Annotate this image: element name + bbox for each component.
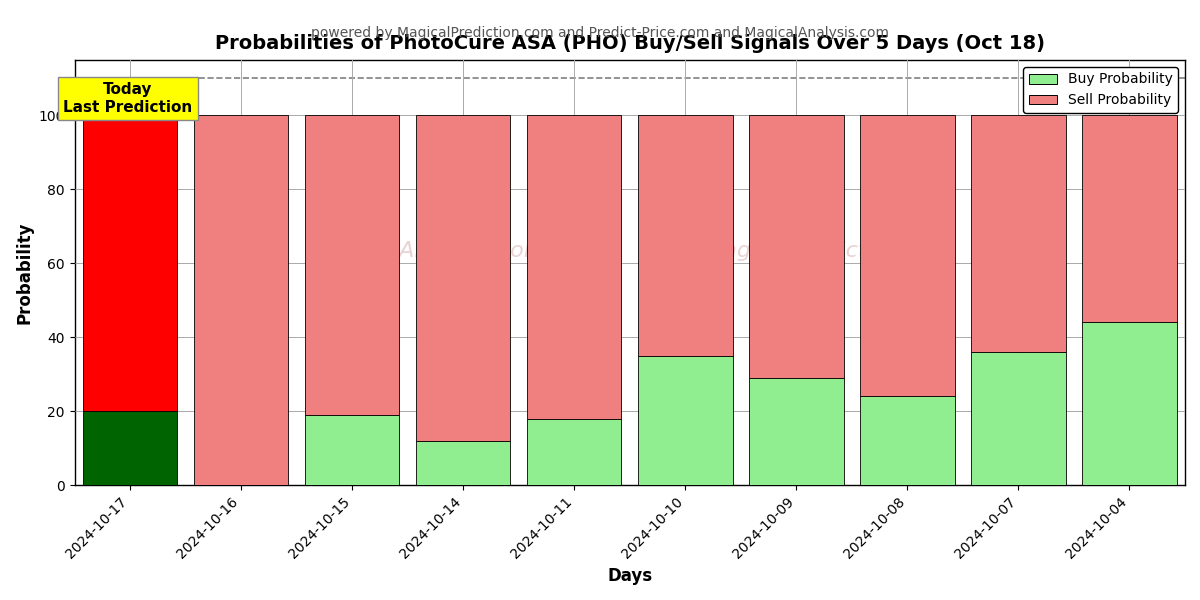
- Bar: [749, 115, 844, 378]
- Bar: [416, 441, 510, 485]
- Bar: [83, 115, 178, 411]
- Legend: Buy Probability, Sell Probability: Buy Probability, Sell Probability: [1024, 67, 1178, 113]
- Bar: [971, 352, 1066, 485]
- Bar: [305, 415, 400, 485]
- Bar: [416, 115, 510, 441]
- Bar: [638, 356, 732, 485]
- Text: MagicalPrediction.com: MagicalPrediction.com: [704, 241, 955, 262]
- Bar: [194, 115, 288, 485]
- Text: Today
Last Prediction: Today Last Prediction: [64, 82, 192, 115]
- Bar: [638, 115, 732, 356]
- Text: powered by MagicalPrediction.com and Predict-Price.com and MagicalAnalysis.com: powered by MagicalPrediction.com and Pre…: [311, 26, 889, 40]
- Bar: [527, 419, 622, 485]
- Bar: [1082, 115, 1177, 322]
- Bar: [1082, 322, 1177, 485]
- Bar: [860, 397, 955, 485]
- Bar: [305, 115, 400, 415]
- Title: Probabilities of PhotoCure ASA (PHO) Buy/Sell Signals Over 5 Days (Oct 18): Probabilities of PhotoCure ASA (PHO) Buy…: [215, 34, 1045, 53]
- Text: MagicalAnalysis.com: MagicalAnalysis.com: [314, 241, 546, 262]
- Bar: [83, 411, 178, 485]
- Y-axis label: Probability: Probability: [16, 221, 34, 324]
- X-axis label: Days: Days: [607, 567, 653, 585]
- Bar: [749, 378, 844, 485]
- Bar: [860, 115, 955, 397]
- Bar: [527, 115, 622, 419]
- Bar: [971, 115, 1066, 352]
